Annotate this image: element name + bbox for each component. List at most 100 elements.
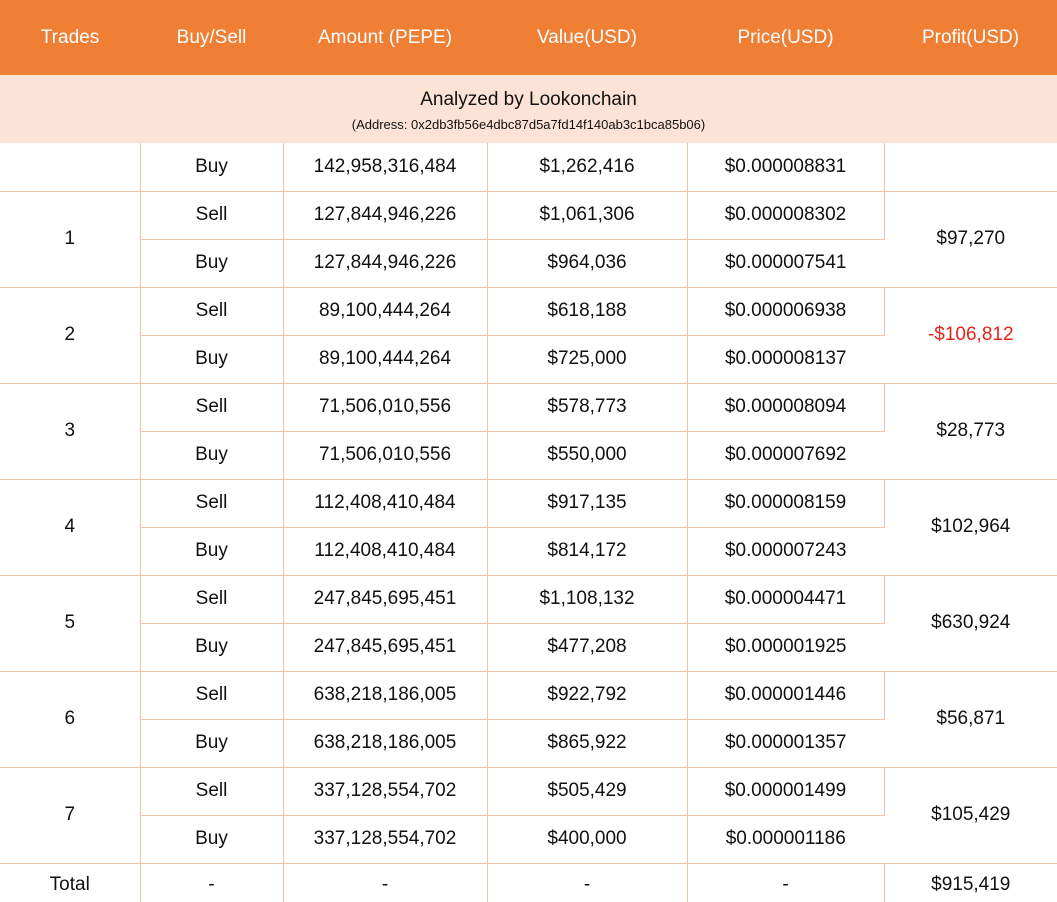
header-row: Trades Buy/Sell Amount (PEPE) Value(USD)…: [0, 0, 1057, 75]
price-cell: $0.000001357: [687, 719, 884, 768]
price-cell: $0.000008159: [687, 479, 885, 528]
total-row: Total - - - - $915,419: [0, 863, 1057, 902]
price-cell: $0.000006938: [687, 287, 885, 336]
amount-cell: 127,844,946,226: [283, 191, 488, 240]
value-cell: $865,922: [487, 719, 688, 768]
amount-cell: 127,844,946,226: [283, 239, 488, 288]
profit-cell: $105,429: [884, 767, 1057, 864]
side-cell: Sell: [140, 671, 284, 720]
amount-cell: 142,958,316,484: [283, 143, 488, 192]
amount-cell: 71,506,010,556: [283, 383, 488, 432]
amount-cell: 112,408,410,484: [283, 479, 488, 528]
side-cell: Buy: [140, 815, 284, 864]
header-price: Price(USD): [737, 26, 834, 48]
value-cell: $618,188: [487, 287, 688, 336]
side-cell: Sell: [140, 383, 284, 432]
trade-row: 2 Sell 89,100,444,264 $618,188 $0.000006938-…: [0, 287, 1057, 384]
value-cell: $477,208: [487, 623, 688, 672]
value-cell: $922,792: [487, 671, 688, 720]
total-profit: $915,419: [931, 873, 1011, 895]
trade-row: Buy 247,845,695,451 $477,208 $0.000001925: [0, 623, 1057, 672]
price-cell: $0.000008094: [687, 383, 885, 432]
side-cell: Buy: [140, 527, 284, 576]
value-cell: $400,000: [487, 815, 688, 864]
side-cell: Buy: [140, 335, 284, 384]
price-cell: $0.000008302: [687, 191, 885, 240]
trade-row: 7 Sell 337,128,554,702 $505,429 $0.000001499…: [0, 767, 1057, 864]
total-price: -: [687, 863, 885, 902]
amount-cell: 247,845,695,451: [283, 623, 488, 672]
trade-number-cell: 5: [0, 575, 141, 672]
value-cell: $964,036: [487, 239, 688, 288]
analyzed-address: (Address: 0x2db3fb56e4dbc87d5a7fd14f140a…: [351, 116, 706, 132]
profit-cell: [884, 143, 1057, 192]
trade-row: 3 Sell 71,506,010,556 $578,773 $0.000008094 $…: [0, 383, 1057, 480]
side-cell: Sell: [140, 191, 284, 240]
trade-row: 5 Sell 247,845,695,451 $1,108,132 $0.0000044…: [0, 575, 1057, 672]
initial-row: Buy 142,958,316,484 $1,262,416 $0.000008…: [0, 143, 1057, 192]
profit-cell: -$106,812: [884, 287, 1057, 384]
value-cell: $917,135: [487, 479, 688, 528]
value-cell: $505,429: [487, 767, 688, 816]
trade-row: Buy 112,408,410,484 $814,172 $0.000007243: [0, 527, 1057, 576]
amount-cell: 638,218,186,005: [283, 719, 488, 768]
price-cell: $0.000007541: [687, 239, 884, 288]
profit-cell: $28,773: [884, 383, 1057, 480]
price-cell: $0.000001499: [687, 767, 885, 816]
side-cell: Buy: [140, 623, 284, 672]
trade-number-cell: 7: [0, 767, 141, 864]
price-cell: $0.000008137: [687, 335, 884, 384]
trade-number-cell: 1: [0, 191, 141, 288]
price-cell: $0.000001446: [687, 671, 885, 720]
total-label: Total: [0, 863, 141, 902]
total-amount: -: [283, 863, 488, 902]
analyzed-cell: Analyzed by Lookonchain (Address: 0x2db3…: [0, 75, 1057, 143]
trade-row: Buy 89,100,444,264 $725,000 $0.000008137: [0, 335, 1057, 384]
price-cell: $0.000001925: [687, 623, 884, 672]
price-cell: $0.000007692: [687, 431, 884, 480]
trade-row: 4 Sell 112,408,410,484 $917,135 $0.000008159…: [0, 479, 1057, 576]
price-cell: $0.000004471: [687, 575, 885, 624]
amount-cell: 112,408,410,484: [283, 527, 488, 576]
amount-cell: 638,218,186,005: [283, 671, 488, 720]
value-cell: $1,262,416: [487, 143, 688, 192]
trade-row: Buy 337,128,554,702 $400,000 $0.000001186: [0, 815, 1057, 864]
trade-row: Buy 127,844,946,226 $964,036 $0.000007541: [0, 239, 1057, 288]
value-cell: $725,000: [487, 335, 688, 384]
side-cell: Sell: [140, 287, 284, 336]
price-cell: $0.000001186: [687, 815, 884, 864]
trade-number-cell: 4: [0, 479, 141, 576]
header-buy-sell: Buy/Sell: [176, 26, 247, 48]
side-cell: Buy: [140, 239, 284, 288]
trade-row: 1 Sell 127,844,946,226 $1,061,306 $0.0000083…: [0, 191, 1057, 288]
amount-cell: 337,128,554,702: [283, 767, 488, 816]
profit-cell: $630,924: [884, 575, 1057, 672]
trade-row: 6 Sell 638,218,186,005 $922,792 $0.000001446…: [0, 671, 1057, 768]
amount-cell: 89,100,444,264: [283, 287, 488, 336]
analyzed-title: Analyzed by Lookonchain: [420, 88, 637, 110]
header-trades: Trades: [40, 26, 100, 48]
amount-cell: 247,845,695,451: [283, 575, 488, 624]
side-cell: Sell: [140, 479, 284, 528]
value-cell: $814,172: [487, 527, 688, 576]
side-cell: Buy: [140, 143, 284, 192]
trade-number-cell: 3: [0, 383, 141, 480]
total-side: -: [140, 863, 284, 902]
profit-cell: $102,964: [884, 479, 1057, 576]
value-cell: $550,000: [487, 431, 688, 480]
amount-cell: 89,100,444,264: [283, 335, 488, 384]
header-value: Value(USD): [537, 26, 637, 48]
price-cell: $0.000007243: [687, 527, 884, 576]
total-value: -: [487, 863, 688, 902]
header-profit: Profit(USD): [921, 26, 1020, 48]
value-cell: $1,108,132: [487, 575, 688, 624]
amount-cell: 337,128,554,702: [283, 815, 488, 864]
analyzed-banner: Analyzed by Lookonchain (Address: 0x2db3…: [0, 75, 1057, 143]
side-cell: Sell: [140, 767, 284, 816]
trade-number-cell: 2: [0, 287, 141, 384]
value-cell: $1,061,306: [487, 191, 688, 240]
trade-row: Buy 638,218,186,005 $865,922 $0.000001357: [0, 719, 1057, 768]
profit-cell: $56,871: [884, 671, 1057, 768]
trade-row: Buy 71,506,010,556 $550,000 $0.000007692: [0, 431, 1057, 480]
side-cell: Sell: [140, 575, 284, 624]
